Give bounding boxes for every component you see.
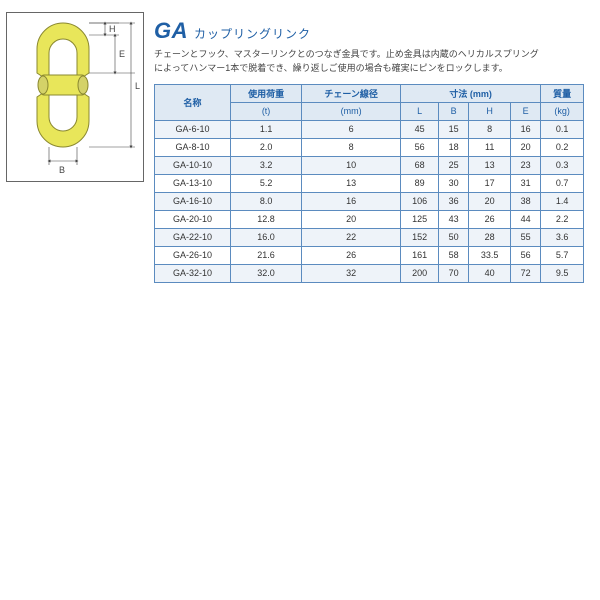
cell-chain: 13 [302, 174, 401, 192]
cell-H: 8 [469, 120, 511, 138]
table-row: GA-26-1021.6261615833.5565.7 [155, 246, 584, 264]
table-row: GA-32-1032.0322007040729.5 [155, 264, 584, 282]
product-name-jp: カップリングリンク [194, 25, 311, 42]
col-name: 名称 [155, 84, 231, 120]
table-row: GA-8-102.08561811200.2 [155, 138, 584, 156]
cell-mass: 1.4 [541, 192, 584, 210]
spec-table: 名称 使用荷重 チェーン線径 寸法 (mm) 質量 (t) (mm) L B H… [154, 84, 584, 283]
table-row: GA-22-1016.0221525028553.6 [155, 228, 584, 246]
cell-chain: 22 [302, 228, 401, 246]
cell-wll: 1.1 [230, 120, 301, 138]
cell-B: 58 [439, 246, 469, 264]
cell-E: 38 [511, 192, 541, 210]
cell-H: 13 [469, 156, 511, 174]
cell-wll: 2.0 [230, 138, 301, 156]
cell-wll: 3.2 [230, 156, 301, 174]
cell-L: 89 [401, 174, 439, 192]
col-wll: 使用荷重 [230, 84, 301, 102]
cell-E: 31 [511, 174, 541, 192]
cell-wll: 12.8 [230, 210, 301, 228]
cell-chain: 8 [302, 138, 401, 156]
table-row: GA-20-1012.8201254326442.2 [155, 210, 584, 228]
cell-wll: 32.0 [230, 264, 301, 282]
cell-H: 26 [469, 210, 511, 228]
cell-name: GA-16-10 [155, 192, 231, 210]
cell-H: 20 [469, 192, 511, 210]
cell-L: 161 [401, 246, 439, 264]
cell-mass: 3.6 [541, 228, 584, 246]
cell-wll: 5.2 [230, 174, 301, 192]
col-dim: 寸法 (mm) [401, 84, 541, 102]
table-row: GA-13-105.213893017310.7 [155, 174, 584, 192]
cell-B: 30 [439, 174, 469, 192]
col-mass: 質量 [541, 84, 584, 102]
cell-L: 56 [401, 138, 439, 156]
product-code: GA [154, 18, 188, 44]
cell-mass: 0.3 [541, 156, 584, 174]
svg-text:H: H [109, 24, 116, 34]
table-row: GA-16-108.0161063620381.4 [155, 192, 584, 210]
cell-H: 28 [469, 228, 511, 246]
coupling-link-drawing: H E L B [7, 13, 143, 181]
svg-text:B: B [59, 165, 65, 175]
cell-mass: 0.1 [541, 120, 584, 138]
cell-E: 56 [511, 246, 541, 264]
cell-name: GA-8-10 [155, 138, 231, 156]
cell-name: GA-20-10 [155, 210, 231, 228]
cell-B: 36 [439, 192, 469, 210]
cell-B: 70 [439, 264, 469, 282]
cell-E: 16 [511, 120, 541, 138]
cell-H: 11 [469, 138, 511, 156]
col-chain: チェーン線径 [302, 84, 401, 102]
cell-L: 125 [401, 210, 439, 228]
cell-name: GA-6-10 [155, 120, 231, 138]
cell-E: 23 [511, 156, 541, 174]
cell-chain: 20 [302, 210, 401, 228]
cell-chain: 26 [302, 246, 401, 264]
cell-wll: 16.0 [230, 228, 301, 246]
cell-wll: 8.0 [230, 192, 301, 210]
cell-wll: 21.6 [230, 246, 301, 264]
product-description: チェーンとフック、マスターリンクとのつなぎ金具です。止め金具は内蔵のヘリカルスプ… [154, 48, 584, 76]
cell-B: 18 [439, 138, 469, 156]
cell-E: 44 [511, 210, 541, 228]
cell-chain: 16 [302, 192, 401, 210]
cell-L: 152 [401, 228, 439, 246]
cell-mass: 9.5 [541, 264, 584, 282]
cell-name: GA-26-10 [155, 246, 231, 264]
cell-mass: 5.7 [541, 246, 584, 264]
cell-E: 20 [511, 138, 541, 156]
cell-H: 17 [469, 174, 511, 192]
cell-chain: 6 [302, 120, 401, 138]
cell-B: 50 [439, 228, 469, 246]
cell-L: 68 [401, 156, 439, 174]
table-row: GA-6-101.1645158160.1 [155, 120, 584, 138]
cell-name: GA-10-10 [155, 156, 231, 174]
svg-text:E: E [119, 49, 125, 59]
cell-L: 200 [401, 264, 439, 282]
cell-mass: 0.2 [541, 138, 584, 156]
cell-B: 25 [439, 156, 469, 174]
cell-H: 40 [469, 264, 511, 282]
cell-chain: 10 [302, 156, 401, 174]
cell-E: 72 [511, 264, 541, 282]
cell-L: 106 [401, 192, 439, 210]
cell-chain: 32 [302, 264, 401, 282]
cell-H: 33.5 [469, 246, 511, 264]
cell-L: 45 [401, 120, 439, 138]
cell-name: GA-32-10 [155, 264, 231, 282]
cell-mass: 0.7 [541, 174, 584, 192]
svg-text:L: L [135, 81, 140, 91]
cell-B: 43 [439, 210, 469, 228]
cell-mass: 2.2 [541, 210, 584, 228]
cell-name: GA-22-10 [155, 228, 231, 246]
table-row: GA-10-103.210682513230.3 [155, 156, 584, 174]
cell-name: GA-13-10 [155, 174, 231, 192]
dimension-diagram: H E L B [6, 12, 144, 182]
cell-E: 55 [511, 228, 541, 246]
cell-B: 15 [439, 120, 469, 138]
